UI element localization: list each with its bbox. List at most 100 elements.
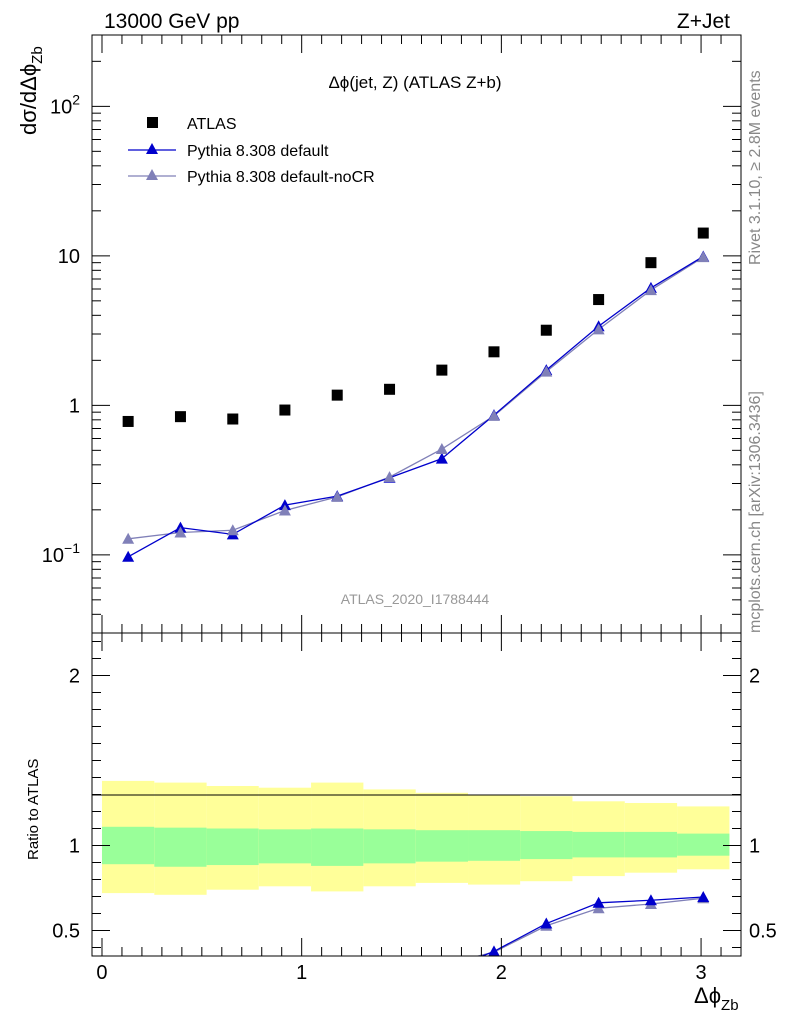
ratio-y-ticks: 0.5 0.5 1 1 2 2 xyxy=(52,641,777,948)
legend-marker-atlas xyxy=(147,117,158,128)
main-y-ticks xyxy=(92,34,741,634)
main-x-ticks xyxy=(101,35,742,633)
ratio-band-inner-bin xyxy=(468,830,521,861)
ratio-x-ticks: 0 1 2 3 xyxy=(96,633,742,984)
rivet-version-label: Rivet 3.1.10, ≥ 2.8M events xyxy=(747,70,764,265)
ratio-band-inner-bin xyxy=(311,828,364,866)
ratio-y-tick-label-right: 2 xyxy=(749,666,760,688)
series-line-default xyxy=(127,255,704,558)
main-y-tick-label: 1 xyxy=(69,395,80,417)
main-y-tick-label: 102 xyxy=(50,91,80,118)
header-right-label: Z+Jet xyxy=(677,10,730,33)
analysis-label: ATLAS_2020_I1788444 xyxy=(341,591,490,607)
plot-title: Δϕ(jet, Z) (ATLAS Z+b) xyxy=(328,73,501,92)
main-y-tick-label: 10 xyxy=(58,246,80,268)
legend-label-nocr: Pythia 8.308 default-noCR xyxy=(187,169,375,186)
data-point-atlas xyxy=(279,404,291,416)
ratio-band-inner-bin xyxy=(415,830,469,862)
legend: ATLAS Pythia 8.308 default Pythia 8.308 … xyxy=(128,116,375,186)
ratio-panel: 0.5 0.5 1 1 2 2 0 1 2 3 Ratio to ATLAS ΔϕZb xyxy=(25,632,777,1014)
svg-text:ΔϕZb: ΔϕZb xyxy=(694,983,739,1014)
ratio-point-default xyxy=(697,891,710,903)
data-point-nocr xyxy=(644,284,657,296)
data-point-atlas xyxy=(436,364,448,376)
main-y-tick-label: 10−1 xyxy=(42,540,80,567)
ratio-band-inner-bin xyxy=(206,828,259,866)
data-point-atlas xyxy=(384,383,396,395)
data-point-nocr xyxy=(487,409,500,421)
ratio-band-inner-bin xyxy=(101,826,155,865)
ratio-y-tick-label-left: 2 xyxy=(69,666,80,688)
x-tick-label: 1 xyxy=(296,962,307,984)
legend-label-atlas: ATLAS xyxy=(187,116,237,133)
ratio-band-inner-bin xyxy=(572,831,625,858)
data-point-nocr xyxy=(122,532,135,544)
data-point-atlas xyxy=(540,324,552,336)
ratio-y-axis-label: Ratio to ATLAS xyxy=(25,759,42,860)
data-point-atlas xyxy=(645,257,657,269)
ratio-band-inner-bin xyxy=(363,829,416,864)
ratio-y-tick-label-left: 1 xyxy=(69,836,80,858)
ratio-band-inner-bin xyxy=(677,833,730,856)
ratio-point-default xyxy=(488,945,500,956)
main-series-group xyxy=(122,227,710,562)
data-point-nocr xyxy=(331,490,344,502)
main-y-tick-label-exp: −1 xyxy=(64,540,80,556)
data-point-nocr xyxy=(435,443,448,455)
main-y-tick-label-base: 10 xyxy=(42,545,64,567)
data-point-default xyxy=(435,452,448,464)
main-y-tick-label-exp: 2 xyxy=(72,91,80,107)
x-axis-label: ΔϕZb xyxy=(694,983,739,1014)
data-point-atlas xyxy=(593,294,605,306)
main-y-axis-label: dσ/dΔϕZb xyxy=(16,46,46,135)
ratio-band-inner-bin xyxy=(520,831,573,860)
ratio-band-inner-bin xyxy=(624,831,678,858)
data-point-atlas xyxy=(331,389,343,401)
x-axis-label-sub: Zb xyxy=(721,997,739,1014)
main-y-axis-label-sub: Zb xyxy=(29,46,46,64)
x-tick-label: 0 xyxy=(96,962,107,984)
main-y-tick-label-base: 10 xyxy=(50,96,72,118)
ratio-point-default xyxy=(644,894,657,906)
ratio-point-default xyxy=(592,896,605,908)
data-point-atlas xyxy=(488,346,500,358)
header-left-label: 13000 GeV pp xyxy=(104,10,239,33)
data-point-atlas xyxy=(122,415,134,427)
ratio-bands xyxy=(101,780,730,895)
data-point-atlas xyxy=(227,413,239,425)
source-label: mcplots.cern.ch [arXiv:1306.3436] xyxy=(747,391,764,633)
legend-marker-nocr xyxy=(146,169,158,180)
ratio-point-default xyxy=(540,917,553,929)
main-y-axis-label-text: dσ/dΔϕ xyxy=(16,64,41,135)
data-point-default xyxy=(122,550,135,562)
data-point-nocr xyxy=(226,524,239,536)
legend-label-default: Pythia 8.308 default xyxy=(187,143,329,160)
data-point-atlas xyxy=(174,411,186,423)
ratio-series-group xyxy=(475,891,710,956)
data-point-nocr xyxy=(540,365,553,377)
data-point-nocr xyxy=(697,251,710,263)
ratio-band-inner-bin xyxy=(258,829,312,864)
x-axis-label-text: Δϕ xyxy=(694,983,721,1008)
ratio-line-nocr xyxy=(475,897,704,956)
ratio-band-inner-bin xyxy=(154,827,207,867)
data-point-nocr xyxy=(592,323,605,335)
data-point-atlas xyxy=(697,227,709,239)
ratio-y-tick-label-right: 0.5 xyxy=(749,921,777,943)
main-y-tick-label-base: 10 xyxy=(58,246,80,268)
ratio-y-tick-label-left: 0.5 xyxy=(52,921,80,943)
svg-text:dσ/dΔϕZb: dσ/dΔϕZb xyxy=(16,46,46,135)
data-point-nocr xyxy=(383,471,396,483)
series-line-nocr xyxy=(128,256,704,540)
ratio-y-tick-label-right: 1 xyxy=(749,836,760,858)
x-tick-label: 3 xyxy=(695,962,706,984)
ratio-line-default xyxy=(480,896,704,956)
legend-marker-default xyxy=(146,143,158,154)
data-point-nocr xyxy=(174,526,187,538)
x-tick-label: 2 xyxy=(496,962,507,984)
main-y-tick-label-base: 1 xyxy=(69,395,80,417)
data-point-nocr xyxy=(278,504,291,516)
